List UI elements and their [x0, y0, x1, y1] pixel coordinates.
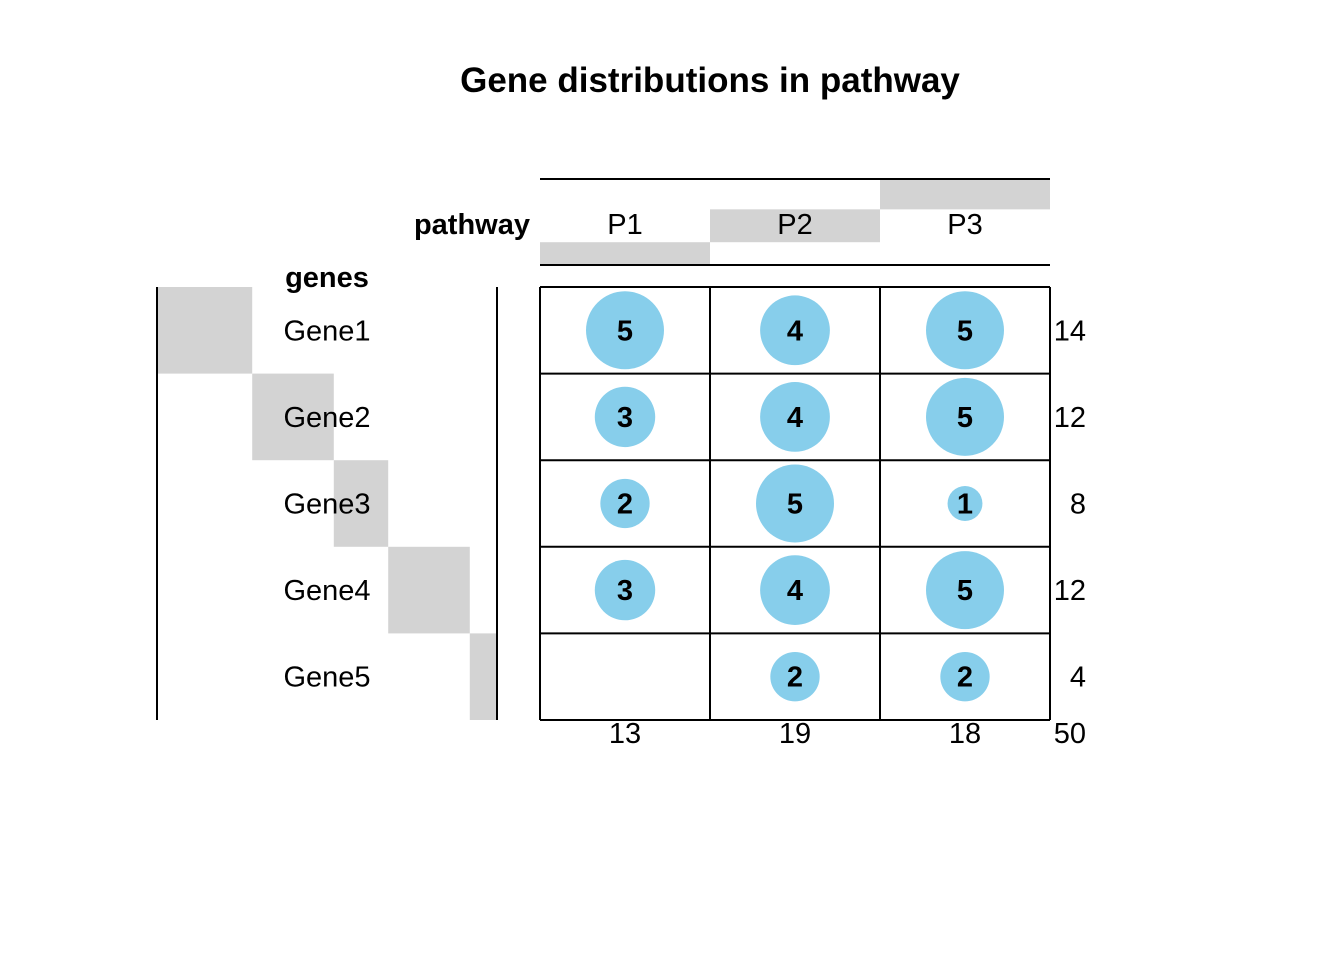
cell-value: 5 — [957, 315, 973, 347]
bubble — [947, 486, 983, 521]
bubble — [926, 291, 1004, 370]
grand-total: 50 — [1054, 718, 1086, 750]
bubble — [760, 555, 830, 625]
cell-value: 3 — [617, 575, 633, 607]
cell-value: 2 — [787, 662, 803, 694]
column-axis-label: pathway — [414, 209, 530, 241]
bubble — [586, 291, 664, 370]
column-label: P1 — [607, 209, 642, 241]
cell-value: 5 — [957, 575, 973, 607]
row-total: 14 — [1054, 315, 1086, 347]
bubble — [600, 478, 650, 529]
row-axis-label: genes — [285, 262, 369, 294]
column-bar-p1 — [540, 242, 710, 265]
bubble — [760, 295, 830, 366]
row-label: Gene1 — [283, 315, 370, 347]
column-bar-p3 — [880, 179, 1050, 210]
cell-value: 4 — [787, 315, 803, 347]
cell-value: 2 — [957, 662, 973, 694]
chart-title: Gene distributions in pathway — [460, 61, 960, 100]
row-bar-gene3 — [333, 460, 389, 547]
row-marginal-bars — [157, 287, 497, 720]
bubble-layer — [586, 291, 1004, 702]
row-total: 8 — [1070, 489, 1086, 521]
row-label: Gene5 — [283, 662, 370, 694]
label-layer: P1 P2 P3 Gene1 Gene2 Gene3 Gene4 Gene5 5 4 5 3 4 5 2 5 1… — [283, 209, 1086, 750]
row-label: Gene3 — [283, 489, 370, 521]
row-total: 12 — [1054, 402, 1086, 434]
row-bar-gene4 — [388, 546, 470, 634]
cell-value: 5 — [787, 489, 803, 521]
cell-value: 4 — [787, 575, 803, 607]
column-marginal-bars — [540, 179, 1050, 265]
row-bar-gene2 — [252, 373, 334, 461]
bubble — [760, 382, 830, 452]
column-total: 18 — [949, 718, 981, 750]
column-total: 19 — [779, 718, 811, 750]
cell-value: 1 — [957, 489, 973, 521]
bubble — [926, 377, 1004, 456]
column-total: 13 — [609, 718, 641, 750]
bubble — [594, 559, 656, 621]
bubble — [594, 386, 656, 448]
row-bar-gene5 — [469, 633, 497, 720]
bubble — [770, 652, 820, 702]
column-bar-p2 — [710, 209, 880, 243]
row-total: 12 — [1054, 575, 1086, 607]
cell-value: 5 — [617, 315, 633, 347]
row-total: 4 — [1070, 662, 1086, 694]
table-frame — [156, 178, 1051, 721]
row-label: Gene4 — [283, 575, 370, 607]
row-label: Gene2 — [283, 402, 370, 434]
cell-value: 5 — [957, 402, 973, 434]
bubble — [926, 551, 1004, 630]
bubble — [756, 464, 834, 543]
column-label: P3 — [947, 209, 982, 241]
cell-value: 2 — [617, 489, 633, 521]
column-label: P2 — [777, 209, 812, 241]
cell-value: 3 — [617, 402, 633, 434]
row-bar-gene1 — [157, 287, 253, 374]
bubble — [940, 652, 990, 702]
cell-value: 4 — [787, 402, 803, 434]
